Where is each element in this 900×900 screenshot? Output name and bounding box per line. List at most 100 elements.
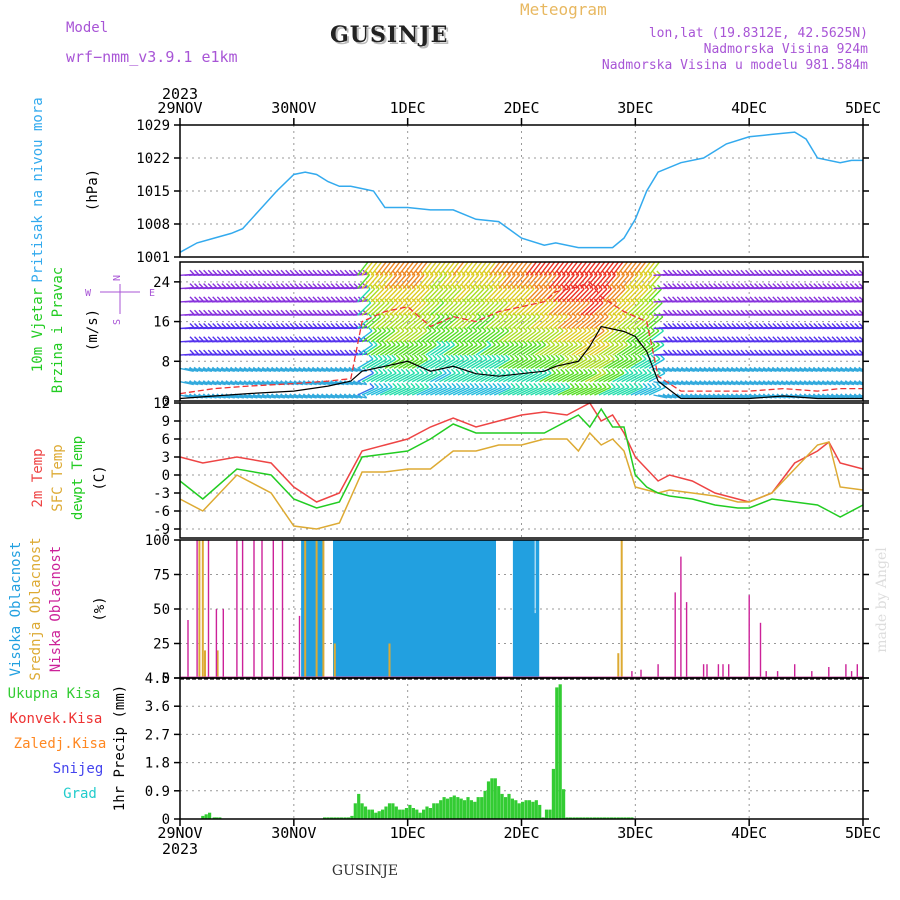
wind-barb-flag xyxy=(559,354,565,360)
wind-barb xyxy=(589,344,606,356)
wind-barb-flag xyxy=(496,382,502,388)
wind-barb-flag xyxy=(235,349,240,355)
wind-barb xyxy=(393,274,407,290)
high-cloud-bar xyxy=(371,540,376,678)
high-cloud-bar xyxy=(515,540,519,678)
wind-barb-flag xyxy=(868,394,872,398)
wind-barb xyxy=(352,353,368,356)
wind-barb-flag xyxy=(790,283,796,289)
precip-bar xyxy=(381,809,385,819)
wind-barb-flag xyxy=(382,354,388,360)
wind-barb-flag xyxy=(822,296,828,302)
wind-barb-flag xyxy=(642,270,648,276)
wind-barb-flag xyxy=(845,283,851,289)
wind-barb-flag xyxy=(685,269,691,275)
wind-barb-flag xyxy=(383,270,389,276)
wind-barb xyxy=(534,358,551,369)
wind-barb-flag xyxy=(672,309,678,315)
wind-barb-flag xyxy=(451,382,457,388)
wind-barb-flag xyxy=(221,269,227,275)
wind-barb-flag xyxy=(212,296,218,302)
wind-barb-flag xyxy=(353,283,359,289)
high-cloud-bar xyxy=(471,540,476,678)
wind-barb xyxy=(384,330,400,343)
wind-barb xyxy=(858,354,863,356)
wind-barb-flag xyxy=(605,368,611,374)
wind-barb-flag xyxy=(280,269,286,275)
wind-barb-flag xyxy=(822,269,828,275)
wind-barb-flag xyxy=(663,323,668,328)
wind-barb-flag xyxy=(396,270,402,276)
precip-bar xyxy=(596,817,600,819)
wind-barb xyxy=(589,262,602,276)
wind-barb-flag xyxy=(395,340,401,346)
wind-barb xyxy=(516,372,534,383)
wind-barb-flag xyxy=(681,269,687,275)
wind-barb-flag xyxy=(414,354,419,360)
wind-barb xyxy=(648,288,663,303)
wind-barb-flag xyxy=(548,298,554,304)
wind-barb xyxy=(448,274,462,290)
wind-barb-flag xyxy=(569,270,575,276)
wind-ylabel-2: Brzina i Pravac xyxy=(50,267,66,393)
precip-bar xyxy=(466,797,470,819)
wind-barb xyxy=(270,367,285,372)
wind-barb xyxy=(348,367,363,372)
wind-barb-flag xyxy=(410,368,415,374)
y-tick-label: 3 xyxy=(162,450,170,466)
mid-cloud-bar xyxy=(201,540,204,678)
wind-barb xyxy=(525,302,540,316)
precip-bar xyxy=(432,803,436,819)
wind-barb xyxy=(721,367,736,372)
wind-barb-flag xyxy=(681,323,687,328)
precip-bar xyxy=(326,817,330,819)
wind-barb-flag xyxy=(799,296,805,302)
wind-barb-flag xyxy=(294,323,300,328)
wind-barb-flag xyxy=(690,309,696,315)
wind-barb-flag xyxy=(348,323,354,328)
wind-barb xyxy=(580,302,595,316)
wind-barb-flag xyxy=(537,354,542,360)
wind-barb-flag xyxy=(344,309,350,315)
wind-barb-flag xyxy=(330,296,336,302)
wind-barb xyxy=(366,372,383,383)
wind-barb-flag xyxy=(455,354,460,360)
wind-barb xyxy=(434,386,452,396)
wind-barb xyxy=(243,381,258,386)
wind-barb xyxy=(625,386,643,396)
wind-barb xyxy=(575,386,593,396)
wind-barb-flag xyxy=(492,270,498,276)
wind-barb-flag xyxy=(443,298,449,304)
wind-barb xyxy=(402,372,420,383)
wind-barb-flag xyxy=(542,382,548,388)
wind-barb-flag xyxy=(754,323,760,328)
wind-barb-flag xyxy=(434,298,440,304)
wind-barb-flag xyxy=(772,336,778,342)
wind-barb-flag xyxy=(849,296,855,302)
wind-barb xyxy=(402,316,418,330)
wind-barb-flag xyxy=(280,309,286,315)
wind-barb-flag xyxy=(826,269,832,275)
wind-barb xyxy=(621,330,637,343)
low-cloud-bar xyxy=(850,671,853,678)
wind-barb-flag xyxy=(410,382,416,388)
wind-barb xyxy=(425,316,441,330)
wind-barb-flag xyxy=(395,354,401,360)
wind-barb xyxy=(316,394,331,399)
wind-barb-flag xyxy=(378,382,384,388)
precip-bar xyxy=(486,781,491,819)
wind-barb xyxy=(840,394,855,399)
wind-barb-flag xyxy=(583,270,589,276)
wind-barb-flag xyxy=(563,340,569,346)
wind-barb-flag xyxy=(366,298,372,304)
wind-barb-flag xyxy=(648,298,654,304)
wind-barb xyxy=(552,316,568,330)
wind-barb-flag xyxy=(845,323,851,328)
wind-barb xyxy=(461,274,475,290)
wind-barb xyxy=(507,274,521,290)
wind-barb-flag xyxy=(510,368,516,374)
wind-barb-flag xyxy=(672,336,678,342)
wind-barb xyxy=(457,386,475,396)
wind-barb xyxy=(443,262,456,276)
wind-barb xyxy=(621,316,636,330)
